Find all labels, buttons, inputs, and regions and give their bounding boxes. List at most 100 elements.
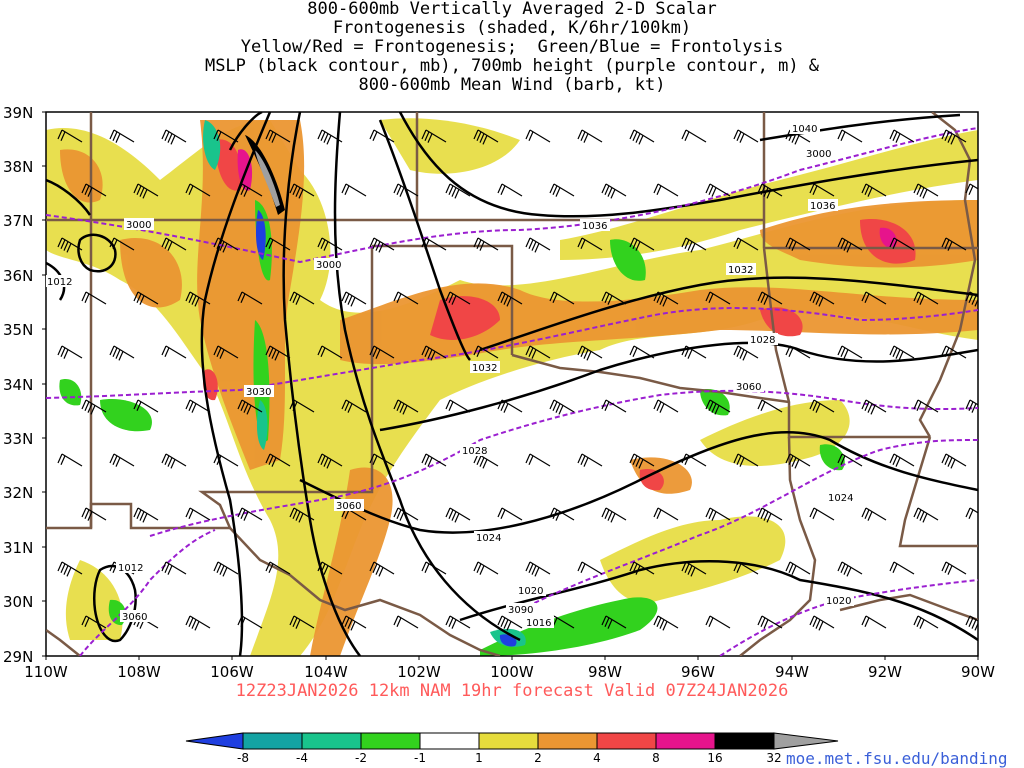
lon-label-104w: 104W [304,663,348,681]
wind-barb [809,183,835,197]
wind-barb [289,615,315,629]
wind-barb [497,399,523,413]
wind-barb [237,183,263,197]
wind-barb [81,615,107,629]
height-labels: 3000 3000 3000 3030 3060 3060 3060 3090 [120,147,834,623]
wind-barb [185,291,211,307]
wind-barb [473,345,499,359]
wind-barb [965,183,978,196]
wind-barb [653,291,679,307]
wind-barb [473,561,499,575]
wind-barb [57,237,83,253]
wind-barb [785,561,811,575]
chart-title-block: 800-600mb Vertically Averaged 2-D Scalar… [0,0,1024,95]
wind-barb [601,291,627,305]
height-label-3000-east: 3000 [806,149,831,160]
colorbar-segment-2-4 [537,732,598,750]
mslp-label-1016: 1016 [526,618,551,629]
wind-barb [497,291,523,307]
wind-barb [577,561,603,575]
frontogenesis-black-gray [245,135,285,215]
wind-barb [393,183,419,197]
wind-barb [757,507,783,523]
wind-barb [861,291,887,305]
wind-barb [629,237,655,251]
wind-barb [629,561,655,575]
longitude-labels: 110W 108W 106W 104W 102W 100W 98W 96W 94… [24,663,995,681]
wind-barb [161,129,187,145]
lon-label-108w: 108W [117,663,161,681]
mslp-label-1020-west: 1020 [518,586,543,597]
wind-barb [213,129,239,143]
wind-barb [421,561,447,575]
mslp-label-1024-west: 1024 [476,533,501,544]
wind-barb [237,399,263,415]
wind-barb [889,345,915,361]
wind-barb [525,237,551,253]
shading-layer [46,118,978,656]
wind-barb [809,615,835,631]
wind-barb [57,129,83,143]
wind-barb [705,507,731,521]
wind-barb [445,399,471,413]
source-credit-link[interactable]: moe.met.fsu.edu/banding [786,749,1008,768]
wind-barb [393,291,419,305]
mslp-label-1032-east: 1032 [728,265,753,276]
wind-barb [421,345,447,361]
lat-label-29n: 29N [3,648,33,666]
lat-label-31n: 31N [3,539,33,557]
wind-barb [861,507,887,521]
wind-barb [941,345,967,359]
wind-barb [341,291,367,307]
mslp-label-1020-east: 1020 [826,596,851,607]
wind-barb [289,183,315,199]
wind-barb [109,237,135,251]
wind-barb [889,561,915,575]
wind-barb [913,291,939,305]
lat-label-32n: 32N [3,484,33,502]
wind-barb [341,615,367,631]
wind-barb [837,345,863,359]
wind-barb [577,129,603,143]
wind-barb [525,129,551,143]
wind-barb [681,561,707,577]
wind-barb [653,183,679,197]
wind-barb [317,237,343,251]
wind-barb [837,129,863,143]
wind-barb [81,291,107,305]
lat-label-36n: 36N [3,267,33,285]
wind-barb [913,615,939,629]
wind-barb [733,453,759,467]
lat-label-37n: 37N [3,212,33,230]
colorbar-segment-minus8-minus4 [242,732,303,750]
wind-barb [213,237,239,253]
wind-barb [861,183,887,197]
wind-barb [369,561,395,577]
wind-barbs [57,129,978,631]
wind-barb [133,291,159,305]
wind-barb [705,615,731,629]
wind-barb [161,453,187,469]
wind-barb [889,129,915,143]
wind-barb [601,183,627,199]
height-label-3030: 3030 [246,387,271,398]
wind-barb [577,453,603,467]
colorbar-tick-minus4: -4 [296,751,308,765]
wind-barb [733,237,759,251]
wind-barb [653,507,679,521]
wind-barb [837,561,863,577]
wind-barb [913,183,939,199]
wind-barb [317,345,343,359]
wind-barb [161,237,187,251]
wind-barb [213,561,239,577]
contour-labels: 1040 1036 1036 1032 1032 1028 1028 1024 … [46,122,856,629]
wind-barb [213,453,239,467]
wind-barb [681,237,707,253]
wind-barb [525,561,551,577]
wind-barb [133,507,159,523]
lon-label-96w: 96W [681,663,715,681]
wind-barb [733,129,759,143]
title-line-5: 800-600mb Mean Wind (barb, kt) [358,75,666,95]
colorbar-segment-8-16 [655,732,716,750]
